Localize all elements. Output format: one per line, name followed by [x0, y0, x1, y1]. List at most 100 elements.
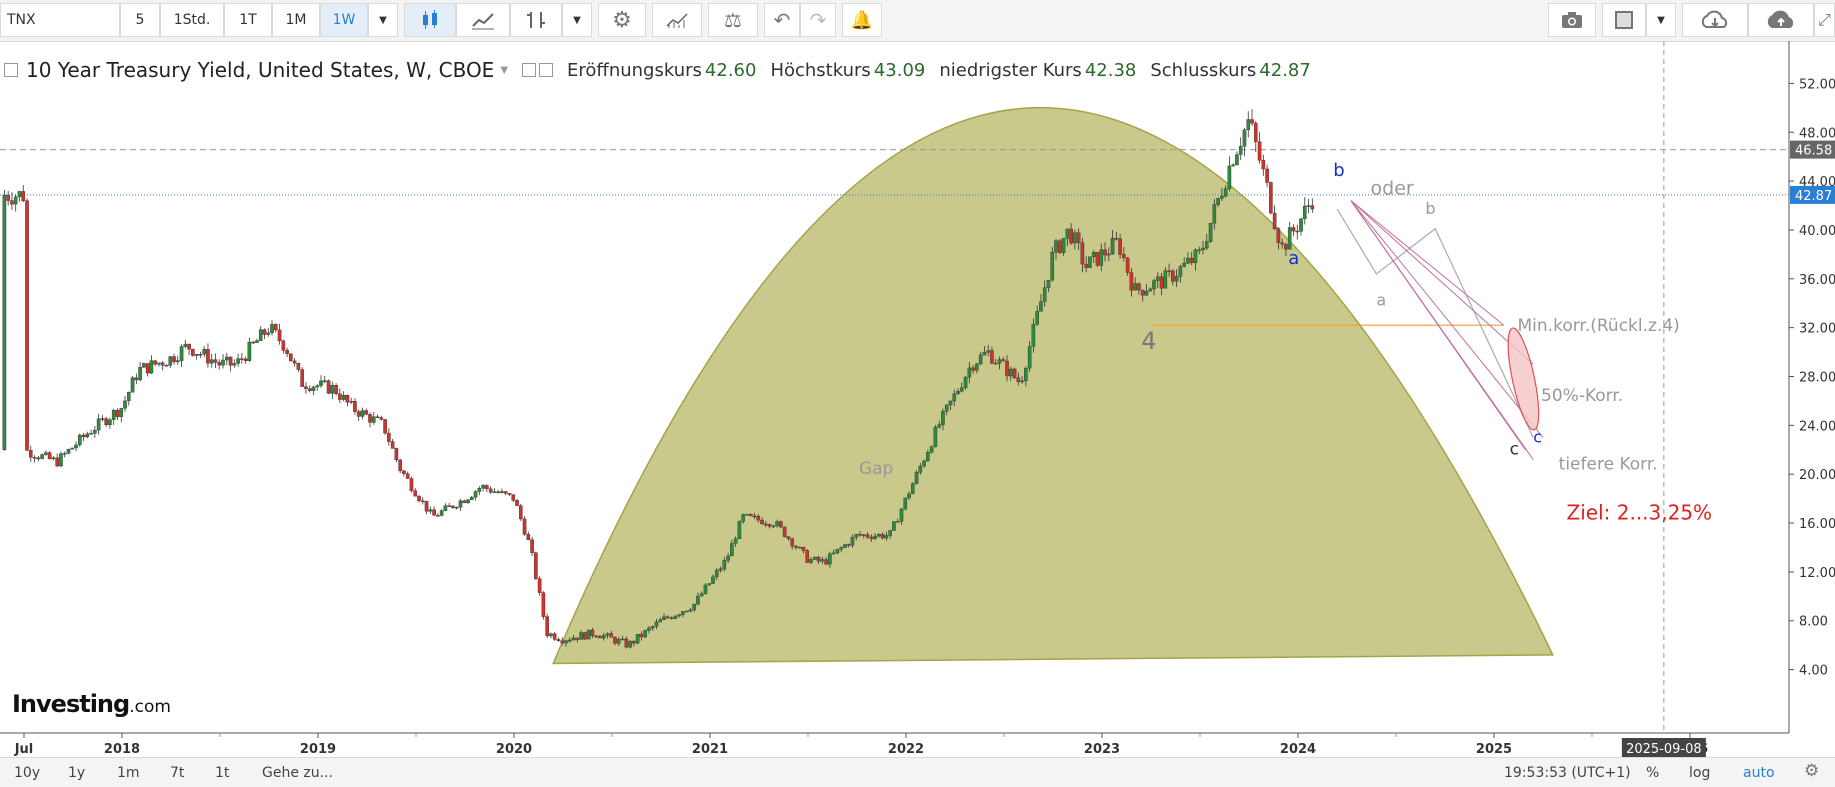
candle-body [707, 583, 712, 586]
candle-body [164, 365, 169, 367]
korr-50-label: 50%-Korr. [1541, 386, 1623, 406]
candle-body [545, 616, 549, 637]
redo-button[interactable]: ↷ [800, 3, 836, 37]
log-toggle[interactable]: log [1689, 765, 1711, 781]
screenshot-button[interactable] [1548, 3, 1596, 37]
candle-body [812, 556, 817, 560]
candle-body [334, 385, 338, 394]
candlestick-icon [423, 10, 437, 29]
candle-body [518, 505, 523, 520]
candle-body [462, 500, 467, 504]
candle-body [1201, 247, 1205, 251]
settings-button[interactable]: ⚙ [598, 3, 646, 37]
candle-body [138, 367, 142, 381]
candle-body [1261, 160, 1266, 170]
candle-body [1031, 324, 1036, 347]
line-chart-button[interactable] [456, 3, 510, 37]
min-korr-label: Min.korr.(Rückl.z.4) [1518, 316, 1680, 336]
chevron-down-icon[interactable]: ▼ [500, 64, 509, 76]
brand-domain: .com [129, 697, 171, 717]
candle-body [1103, 249, 1107, 256]
candle-body [937, 424, 941, 428]
candle-body [6, 194, 10, 201]
interval-1std[interactable]: 1Std. [160, 3, 224, 37]
alert-button[interactable]: 🔔 [842, 3, 882, 37]
candle-body [123, 400, 127, 409]
candle-body [1144, 291, 1149, 296]
interval-1t[interactable]: 1T [224, 3, 272, 37]
candle-body [522, 518, 527, 535]
symbol-input[interactable]: TNX [0, 3, 120, 37]
alt-b-label: b [1425, 199, 1435, 218]
candles-button[interactable] [404, 3, 456, 37]
candle-body [1163, 270, 1168, 289]
candle-body [699, 593, 704, 597]
candle-body [794, 545, 798, 548]
candle-body [903, 497, 908, 510]
interval-5[interactable]: 5 [120, 3, 160, 37]
indicators-button[interactable] [652, 3, 702, 37]
settings-small-icon[interactable] [539, 63, 554, 77]
interval-1w[interactable]: 1W [320, 3, 368, 37]
range-10y[interactable]: 10y [14, 765, 41, 781]
candle-body [1250, 119, 1254, 124]
candle-body [338, 393, 342, 400]
load-button[interactable] [1682, 3, 1748, 37]
alt-a-label: a [1376, 291, 1386, 310]
candle-body [880, 534, 885, 539]
candle-body [145, 363, 150, 374]
candle-body [447, 505, 451, 507]
candle-body [349, 401, 353, 403]
candle-body [549, 633, 553, 637]
price-marker-box [1790, 185, 1835, 204]
candle-body [466, 499, 470, 504]
percent-toggle[interactable]: % [1646, 765, 1660, 781]
layout-dropdown[interactable]: ▼ [1646, 3, 1676, 37]
crosshair-date-label: 2025-09-08 [1626, 742, 1702, 757]
candle-body [782, 526, 787, 537]
candle-body [1095, 251, 1100, 266]
chart-type-dropdown[interactable]: ▼ [562, 3, 592, 37]
candle-body [888, 530, 892, 536]
layout-button[interactable] [1602, 3, 1646, 37]
candle-body [1287, 227, 1292, 250]
range-1t[interactable]: 1t [215, 765, 230, 781]
candle-body [594, 635, 598, 638]
x-tick-label: 2019 [300, 742, 336, 757]
undo-button[interactable]: ↶ [764, 3, 800, 37]
y-tick-label: 36.00 [1799, 273, 1835, 288]
candle-body [1050, 251, 1055, 281]
y-tick-label: 16.00 [1799, 517, 1835, 532]
candle-body [500, 491, 504, 493]
candle-body [232, 363, 237, 366]
candle-body [986, 350, 990, 353]
candle-body [982, 352, 987, 356]
save-button[interactable] [1748, 3, 1814, 37]
ohlc-bar-icon [527, 12, 545, 28]
goto-button[interactable]: Gehe zu... [262, 765, 333, 781]
candle-body [624, 638, 629, 648]
interval-1m[interactable]: 1M [272, 3, 320, 37]
candle-body [1253, 123, 1258, 143]
candle-body [786, 536, 791, 539]
range-1m[interactable]: 1m [117, 765, 140, 781]
candle-body [28, 450, 33, 458]
fullscreen-button[interactable]: ⤢ [1814, 3, 1835, 37]
candle-body [492, 491, 497, 493]
collapse-icon[interactable] [4, 63, 18, 77]
chart[interactable]: 4aboderabMin.korr.(Rückl.z.4)50%-Korr.cc… [0, 41, 1835, 757]
auto-toggle[interactable]: auto [1743, 765, 1775, 781]
interval-dropdown[interactable]: ▼ [368, 3, 398, 37]
bars-button[interactable] [510, 3, 562, 37]
candle-body [473, 491, 478, 498]
range-7t[interactable]: 7t [170, 765, 185, 781]
compare-button[interactable]: ⚖ [708, 3, 758, 37]
candle-body [639, 634, 644, 638]
gear-icon[interactable]: ⚙ [1804, 761, 1820, 781]
candle-body [590, 629, 595, 637]
x-tick-label: 2020 [496, 742, 532, 757]
redo-icon: ↷ [809, 8, 827, 32]
candle-body [1054, 240, 1058, 253]
visibility-icon[interactable] [522, 63, 537, 77]
range-1y[interactable]: 1y [68, 765, 86, 781]
